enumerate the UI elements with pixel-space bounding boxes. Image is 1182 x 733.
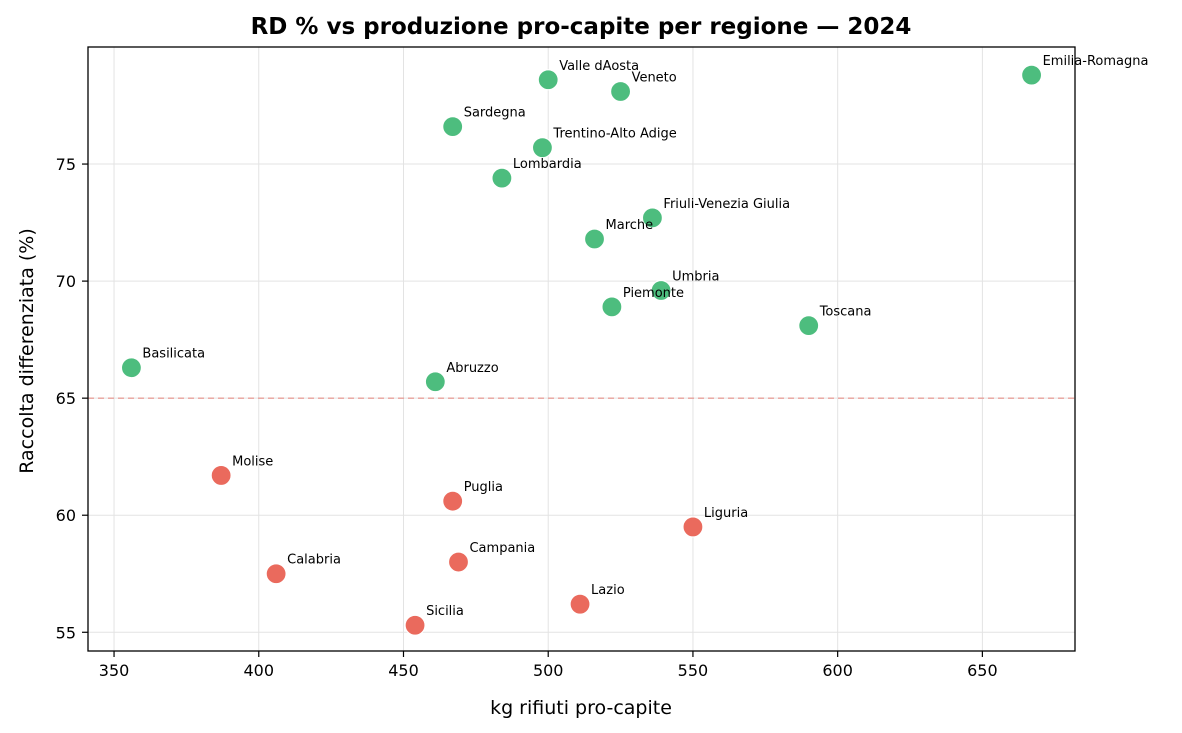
data-point (120, 357, 143, 379)
x-tick-label: 500 (533, 661, 564, 680)
data-point-label: Emilia-Romagna (1043, 54, 1149, 69)
y-tick-label: 55 (56, 623, 76, 642)
data-point (569, 593, 591, 615)
y-tick-label: 65 (56, 389, 76, 408)
data-point-label: Liguria (704, 506, 748, 521)
data-point (537, 69, 559, 91)
data-point-label: Toscana (819, 305, 872, 320)
data-point-label: Piemonte (623, 286, 684, 301)
data-point (210, 464, 232, 487)
data-point (1020, 64, 1043, 86)
plot-frame (87, 46, 1076, 652)
x-axis-label: kg rifiuti pro-capite (490, 697, 672, 719)
data-point-label: Veneto (632, 70, 677, 85)
data-point-label: Sicilia (426, 604, 464, 619)
ticks-layer: 350 400 450 500 550 600 650 55 60 65 70 75 (56, 155, 998, 680)
chart-title: RD % vs produzione pro-capite per region… (251, 14, 912, 40)
data-point-label: Basilicata (142, 347, 205, 362)
data-point-label: Lombardia (513, 157, 582, 172)
data-point-label: Friuli-Venezia Giulia (663, 197, 790, 212)
data-point (531, 137, 554, 159)
x-tick-label: 400 (243, 661, 274, 680)
data-point (404, 614, 426, 636)
x-tick-label: 550 (678, 661, 709, 680)
data-point-label: Umbria (672, 269, 719, 284)
data-point-label: Molise (232, 454, 273, 469)
x-tick-label: 650 (967, 661, 998, 680)
data-point-label: Puglia (464, 480, 503, 495)
data-point (798, 314, 820, 337)
data-point (609, 80, 632, 103)
data-point-label: Sardegna (464, 106, 526, 121)
data-point (650, 279, 672, 302)
data-point-label: Campania (469, 541, 535, 556)
points-layer (120, 64, 1043, 636)
x-tick-label: 600 (822, 661, 853, 680)
data-point-label: Calabria (287, 553, 341, 568)
data-point (424, 371, 446, 393)
data-point (442, 115, 464, 138)
data-point (682, 516, 704, 538)
data-point (583, 228, 606, 250)
data-point-label: Lazio (591, 583, 625, 598)
data-point (601, 296, 623, 318)
y-tick-label: 70 (56, 272, 76, 291)
data-point-label: Trentino-Alto Adige (552, 127, 676, 142)
data-point-label: Valle dAosta (559, 59, 639, 74)
data-point (442, 490, 464, 512)
y-tick-label: 75 (56, 155, 76, 174)
data-point-label: Abruzzo (446, 361, 498, 376)
data-point (265, 563, 287, 585)
y-tick-label: 60 (56, 506, 76, 525)
data-point (491, 167, 513, 189)
y-axis-label: Raccolta differenziata (%) (16, 228, 38, 474)
data-point (447, 551, 470, 573)
data-point-label: Marche (606, 218, 654, 233)
x-tick-label: 450 (388, 661, 419, 680)
data-point (641, 207, 664, 229)
x-tick-label: 350 (99, 661, 130, 680)
